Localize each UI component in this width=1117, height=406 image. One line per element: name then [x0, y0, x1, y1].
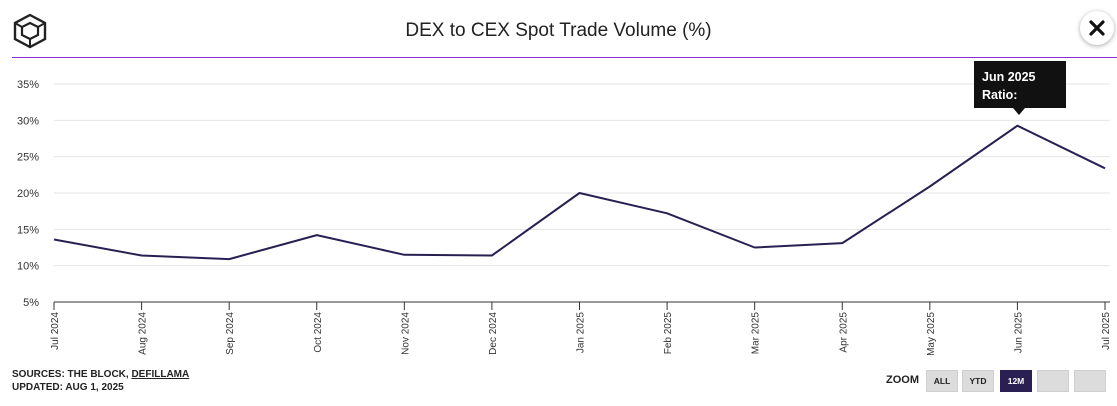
sources-prefix: SOURCES: THE BLOCK,: [12, 369, 132, 380]
chart-tooltip: Jun 2025 Ratio: 29.26%: [974, 61, 1066, 120]
y-tick-label: 25%: [17, 152, 39, 164]
zoom-all-button[interactable]: ALL: [926, 370, 958, 392]
chart-title: DEX to CEX Spot Trade Volume (%): [405, 20, 712, 41]
zoom-12m-button[interactable]: 12M: [1000, 370, 1032, 392]
x-tick-label: Jul 2025: [1101, 312, 1112, 350]
close-icon: [1089, 20, 1105, 36]
y-tick-label: 20%: [17, 188, 39, 200]
y-tick-label: 10%: [17, 261, 39, 273]
x-tick-label: Jul 2024: [50, 312, 61, 350]
x-tick-label: Jan 2025: [576, 312, 587, 354]
tooltip-value: Ratio: 29.26%: [982, 88, 1025, 120]
zoom-ytd-button[interactable]: YTD: [962, 370, 994, 392]
series-line: [53, 124, 1106, 261]
x-tick-label: May 2025: [926, 312, 937, 356]
close-button[interactable]: [1080, 11, 1114, 45]
y-tick-label: 30%: [17, 115, 39, 127]
x-tick-label: Sep 2024: [225, 312, 236, 355]
zoom-extra-button-1[interactable]: [1037, 370, 1069, 392]
x-tick-label: Dec 2024: [488, 312, 499, 355]
x-tick-label: Feb 2025: [663, 312, 674, 355]
tooltip-date: Jun 2025: [982, 70, 1036, 84]
sources-note: SOURCES: THE BLOCK, DEFILLAMA UPDATED: A…: [12, 368, 189, 394]
x-tick-label: Nov 2024: [400, 312, 411, 355]
logo-icon: [13, 13, 47, 49]
x-tick-label: Apr 2025: [838, 312, 849, 353]
zoom-label: ZOOM: [886, 374, 919, 386]
x-tick-label: Oct 2024: [313, 312, 324, 353]
y-tick-label: 15%: [17, 224, 39, 236]
x-tick-label: Mar 2025: [751, 312, 762, 355]
sources-link[interactable]: DEFILLAMA: [131, 369, 190, 380]
zoom-extra-button-2[interactable]: [1074, 370, 1106, 392]
x-tick-label: Aug 2024: [138, 312, 149, 355]
header-divider: [12, 57, 1117, 58]
y-tick-label: 35%: [17, 79, 39, 91]
y-tick-label: 5%: [23, 297, 39, 309]
x-tick-label: Jun 2025: [1013, 312, 1024, 354]
updated-date: UPDATED: AUG 1, 2025: [12, 382, 124, 393]
tooltip-arrow: [1013, 108, 1025, 115]
